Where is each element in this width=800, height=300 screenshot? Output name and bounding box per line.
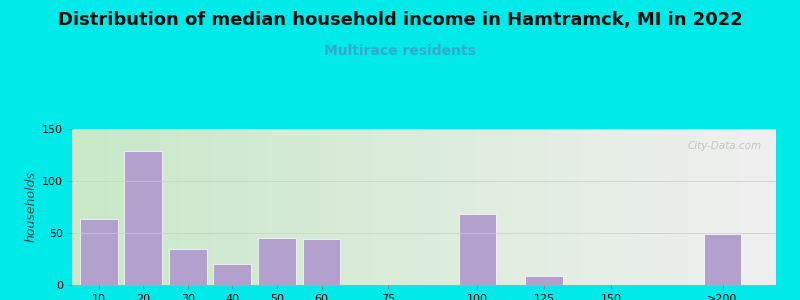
Bar [302, 239, 341, 285]
Bar [526, 276, 563, 285]
Bar [80, 220, 118, 285]
Text: City-Data.com: City-Data.com [688, 142, 762, 152]
Bar [124, 151, 162, 285]
Y-axis label: households: households [25, 172, 38, 242]
Text: Distribution of median household income in Hamtramck, MI in 2022: Distribution of median household income … [58, 11, 742, 28]
Bar [169, 249, 206, 285]
Text: Multirace residents: Multirace residents [324, 44, 476, 58]
Bar [458, 214, 497, 285]
Bar [214, 264, 251, 285]
Bar [703, 234, 742, 285]
Bar [258, 238, 296, 285]
